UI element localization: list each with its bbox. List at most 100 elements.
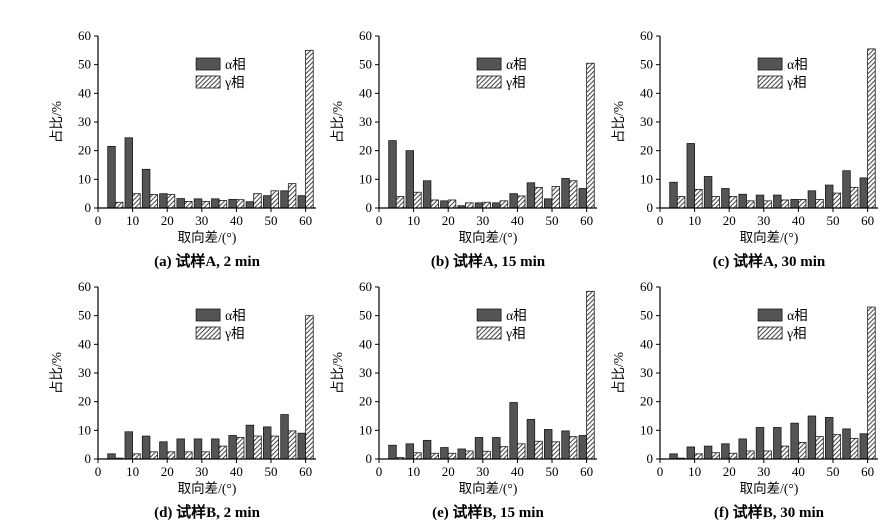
svg-text:20: 20: [359, 394, 372, 409]
svg-text:α相: α相: [787, 308, 808, 323]
svg-text:30: 30: [78, 365, 91, 380]
svg-text:50: 50: [640, 308, 653, 323]
svg-text:30: 30: [78, 114, 91, 129]
svg-text:0: 0: [95, 464, 102, 479]
svg-text:50: 50: [827, 464, 840, 479]
svg-text:40: 40: [230, 213, 243, 228]
svg-text:50: 50: [546, 464, 559, 479]
bar-chart-c: 0 10 20 30 40 50 60 0 10 20 30 40 50 60 取向差/(°) 占比/% α相 γ…: [611, 28, 878, 245]
svg-text:20: 20: [723, 213, 736, 228]
bar-chart-d: 0 10 20 30 40 50 60 0 10 20 30 40 50 60 取向差/(°) 占比/% α相 γ…: [49, 279, 316, 496]
svg-text:10: 10: [407, 464, 420, 479]
svg-text:30: 30: [476, 213, 489, 228]
svg-text:30: 30: [757, 464, 770, 479]
svg-text:20: 20: [442, 213, 455, 228]
svg-text:60: 60: [299, 464, 312, 479]
bar-chart-e: 0 10 20 30 40 50 60 0 10 20 30 40 50 60 取向差/(°) 占比/% α相 γ…: [330, 279, 597, 496]
svg-text:40: 40: [78, 336, 91, 351]
chart-caption-d: (d) 试样B, 2 min: [154, 505, 260, 521]
svg-text:40: 40: [640, 85, 653, 100]
svg-text:占比/%: 占比/%: [611, 101, 626, 143]
chart-panel-b: 0 10 20 30 40 50 60 0 10 20 30 40 50 60 取向差/(°) 占比/% α相 γ…: [329, 28, 609, 273]
svg-text:20: 20: [359, 143, 372, 158]
svg-text:取向差/(°): 取向差/(°): [178, 481, 237, 496]
svg-text:γ相: γ相: [786, 75, 806, 90]
svg-text:60: 60: [861, 464, 874, 479]
svg-text:20: 20: [442, 464, 455, 479]
svg-text:60: 60: [78, 28, 91, 43]
svg-text:20: 20: [723, 464, 736, 479]
svg-text:20: 20: [161, 213, 174, 228]
svg-text:20: 20: [640, 394, 653, 409]
svg-text:10: 10: [126, 464, 139, 479]
svg-text:0: 0: [95, 213, 102, 228]
svg-text:40: 40: [792, 213, 805, 228]
svg-text:0: 0: [647, 451, 654, 466]
chart-panel-d: 0 10 20 30 40 50 60 0 10 20 30 40 50 60 取向差/(°) 占比/% α相 γ…: [48, 279, 328, 524]
svg-text:α相: α相: [506, 57, 527, 72]
svg-text:10: 10: [78, 422, 91, 437]
svg-text:40: 40: [792, 464, 805, 479]
svg-text:60: 60: [861, 213, 874, 228]
svg-text:0: 0: [376, 213, 383, 228]
svg-text:0: 0: [657, 213, 664, 228]
chart-caption-f: (f) 试样B, 30 min: [714, 505, 824, 521]
svg-text:60: 60: [359, 28, 372, 43]
svg-text:γ相: γ相: [505, 326, 525, 341]
svg-text:0: 0: [657, 464, 664, 479]
svg-text:50: 50: [546, 213, 559, 228]
svg-text:10: 10: [688, 464, 701, 479]
svg-text:60: 60: [640, 28, 653, 43]
svg-text:占比/%: 占比/%: [49, 101, 64, 143]
svg-text:60: 60: [299, 213, 312, 228]
svg-text:20: 20: [161, 464, 174, 479]
svg-text:γ相: γ相: [786, 326, 806, 341]
svg-text:60: 60: [78, 279, 91, 294]
svg-text:40: 40: [359, 85, 372, 100]
svg-text:30: 30: [359, 114, 372, 129]
svg-text:30: 30: [359, 365, 372, 380]
svg-text:10: 10: [359, 171, 372, 186]
svg-text:α相: α相: [225, 57, 246, 72]
svg-text:50: 50: [359, 308, 372, 323]
svg-text:50: 50: [78, 308, 91, 323]
chart-caption-b: (b) 试样A, 15 min: [430, 254, 546, 270]
svg-text:α相: α相: [506, 308, 527, 323]
bar-chart-a: 0 10 20 30 40 50 60 0 10 20 30 40 50 60 取向差/(°) 占比/% α相 γ…: [49, 28, 316, 245]
svg-text:取向差/(°): 取向差/(°): [740, 230, 799, 245]
svg-text:60: 60: [580, 464, 593, 479]
svg-text:30: 30: [757, 213, 770, 228]
svg-text:α相: α相: [787, 57, 808, 72]
svg-text:取向差/(°): 取向差/(°): [740, 481, 799, 496]
bar-chart-f: 0 10 20 30 40 50 60 0 10 20 30 40 50 60 取向差/(°) 占比/% α相 γ…: [611, 279, 878, 496]
svg-text:10: 10: [126, 213, 139, 228]
svg-text:30: 30: [195, 464, 208, 479]
svg-text:50: 50: [827, 213, 840, 228]
svg-text:30: 30: [640, 365, 653, 380]
svg-text:20: 20: [78, 394, 91, 409]
chart-caption-e: (e) 试样B, 15 min: [432, 505, 544, 521]
svg-text:60: 60: [359, 279, 372, 294]
svg-text:0: 0: [647, 200, 654, 215]
svg-text:取向差/(°): 取向差/(°): [178, 230, 237, 245]
svg-text:30: 30: [476, 464, 489, 479]
svg-text:60: 60: [640, 279, 653, 294]
chart-panel-a: 0 10 20 30 40 50 60 0 10 20 30 40 50 60 取向差/(°) 占比/% α相 γ…: [48, 28, 328, 273]
svg-text:0: 0: [85, 451, 92, 466]
chart-caption-c: (c) 试样A, 30 min: [712, 254, 826, 270]
svg-text:占比/%: 占比/%: [330, 101, 345, 143]
svg-text:20: 20: [640, 143, 653, 158]
svg-text:取向差/(°): 取向差/(°): [459, 481, 518, 496]
svg-text:γ相: γ相: [224, 326, 244, 341]
svg-text:40: 40: [511, 464, 524, 479]
svg-text:50: 50: [78, 57, 91, 72]
svg-text:10: 10: [640, 422, 653, 437]
svg-text:50: 50: [265, 213, 278, 228]
svg-text:20: 20: [78, 143, 91, 158]
svg-text:γ相: γ相: [224, 75, 244, 90]
svg-text:50: 50: [265, 464, 278, 479]
svg-text:40: 40: [359, 336, 372, 351]
svg-text:30: 30: [640, 114, 653, 129]
chart-panel-e: 0 10 20 30 40 50 60 0 10 20 30 40 50 60 取向差/(°) 占比/% α相 γ…: [329, 279, 609, 524]
